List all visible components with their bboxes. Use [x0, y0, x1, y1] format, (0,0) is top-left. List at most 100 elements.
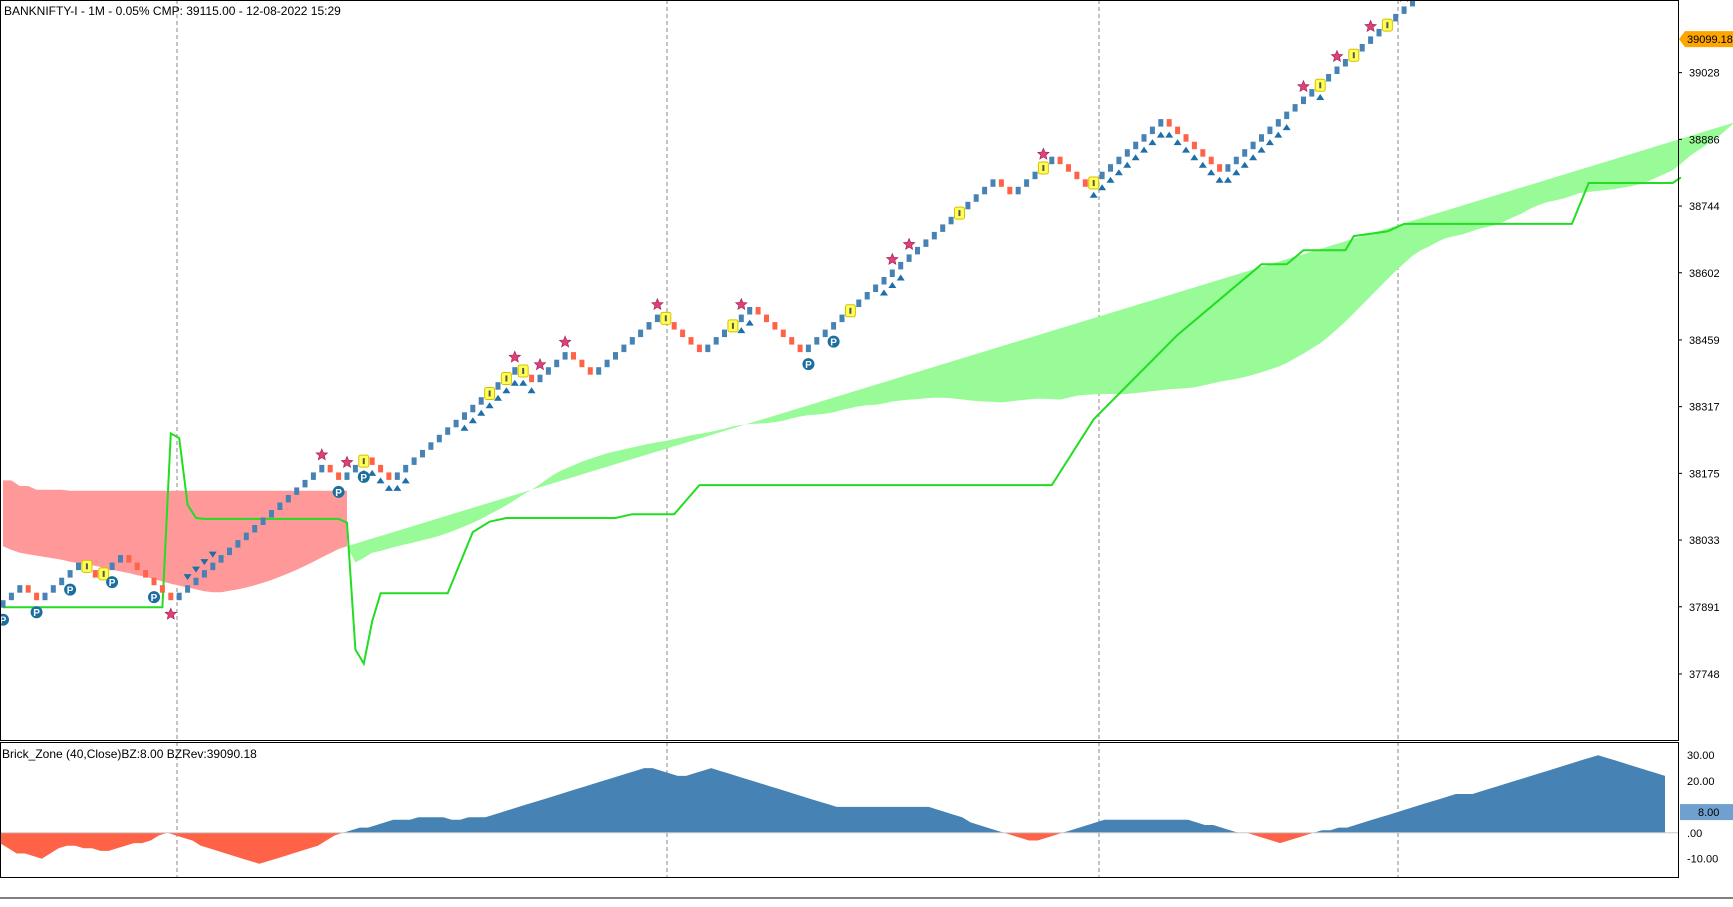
badge-marker-glyph	[489, 390, 491, 396]
down-brick	[1217, 164, 1222, 172]
up-brick	[722, 330, 727, 338]
up-arrow-marker	[1174, 139, 1182, 145]
up-arrow-marker	[393, 485, 401, 491]
indicator-title: Brick_Zone (40,Close)BZ:8.00 BZRev:39090…	[2, 747, 257, 761]
up-brick	[252, 525, 257, 533]
down-brick	[579, 360, 584, 368]
up-brick	[538, 375, 543, 383]
down-brick	[378, 465, 383, 473]
price-axis-label: 37891	[1689, 602, 1720, 614]
up-arrow-marker	[1157, 132, 1165, 138]
up-brick	[311, 472, 316, 480]
up-brick	[1125, 149, 1130, 157]
up-brick	[1234, 157, 1239, 165]
star-marker	[341, 456, 352, 467]
down-brick	[1175, 127, 1180, 135]
badge-marker-glyph	[1093, 180, 1095, 186]
up-brick	[949, 217, 954, 225]
up-brick	[923, 239, 928, 247]
up-arrow-marker	[469, 417, 477, 423]
up-brick	[831, 322, 836, 330]
up-brick	[51, 585, 56, 593]
up-brick	[1343, 59, 1348, 67]
up-brick	[1, 600, 6, 608]
oscillator-value: 8.00	[1698, 807, 1719, 819]
up-brick	[244, 533, 249, 541]
price-axis-label: 38886	[1689, 134, 1720, 146]
up-brick	[194, 578, 199, 586]
down-brick	[26, 585, 31, 593]
down-brick	[588, 367, 593, 375]
up-brick	[1301, 97, 1306, 105]
star-marker	[534, 359, 545, 370]
up-arrow-marker	[502, 387, 510, 393]
up-brick	[9, 593, 14, 601]
up-brick	[840, 315, 845, 323]
badge-marker-glyph	[1386, 22, 1388, 28]
oscillator-negative-area	[0, 833, 1665, 864]
badge-marker-glyph	[363, 458, 365, 464]
oscillator-axis-label: .00	[1687, 828, 1702, 840]
pivot-marker-letter: P	[33, 608, 40, 619]
badge-marker-glyph	[505, 375, 507, 381]
pivot-marker-letter: P	[360, 473, 367, 484]
trail-stop-polyline	[3, 177, 1681, 663]
up-brick	[202, 570, 207, 578]
current-price-value: 39099.18	[1687, 34, 1733, 46]
up-brick	[118, 555, 123, 563]
badge-marker-glyph	[86, 563, 88, 569]
down-brick	[756, 307, 761, 315]
up-arrow-marker	[385, 485, 393, 491]
up-brick	[605, 360, 610, 368]
price-axis-label: 38175	[1689, 468, 1720, 480]
down-brick	[672, 322, 677, 330]
up-arrow-marker	[519, 380, 527, 386]
down-brick	[571, 352, 576, 360]
up-brick	[1377, 29, 1382, 37]
up-brick	[621, 345, 626, 353]
down-brick	[772, 322, 777, 330]
down-brick	[93, 570, 98, 578]
up-arrow-marker	[1148, 139, 1156, 145]
up-arrow-marker	[377, 477, 385, 483]
price-grid	[177, 0, 1398, 877]
up-brick	[479, 397, 484, 405]
up-brick	[76, 563, 81, 571]
up-brick	[512, 367, 517, 375]
up-brick	[898, 262, 903, 270]
brick-zone-oscillator	[0, 755, 1678, 864]
down-brick	[1167, 119, 1172, 127]
up-brick	[420, 450, 425, 458]
up-brick	[319, 465, 324, 473]
up-arrow-marker	[1216, 177, 1224, 183]
up-brick	[974, 194, 979, 202]
up-brick	[865, 292, 870, 300]
up-brick	[814, 337, 819, 345]
badge-marker-glyph	[103, 571, 105, 577]
oscillator-axis-label: -10.00	[1687, 854, 1718, 866]
up-brick	[395, 472, 400, 480]
up-brick	[437, 435, 442, 443]
main-pane-frame	[1, 1, 1679, 741]
badge-marker-glyph	[665, 315, 667, 321]
down-brick	[781, 330, 786, 338]
up-arrow-marker	[1132, 154, 1140, 160]
up-brick	[1335, 67, 1340, 75]
up-brick	[596, 367, 601, 375]
up-brick	[982, 187, 987, 195]
up-brick	[1368, 36, 1373, 44]
pivot-marker-letter: P	[151, 593, 158, 604]
down-brick	[999, 179, 1004, 187]
down-brick	[336, 472, 341, 480]
up-arrow-marker	[486, 402, 494, 408]
pivot-marker-letter: P	[830, 338, 837, 349]
down-brick	[529, 375, 534, 383]
down-brick	[168, 593, 173, 601]
up-arrow-marker	[1258, 147, 1266, 153]
badge-marker-glyph	[958, 210, 960, 216]
down-brick	[1200, 149, 1205, 157]
up-brick	[882, 277, 887, 285]
up-brick	[277, 503, 282, 511]
up-brick	[1016, 187, 1021, 195]
